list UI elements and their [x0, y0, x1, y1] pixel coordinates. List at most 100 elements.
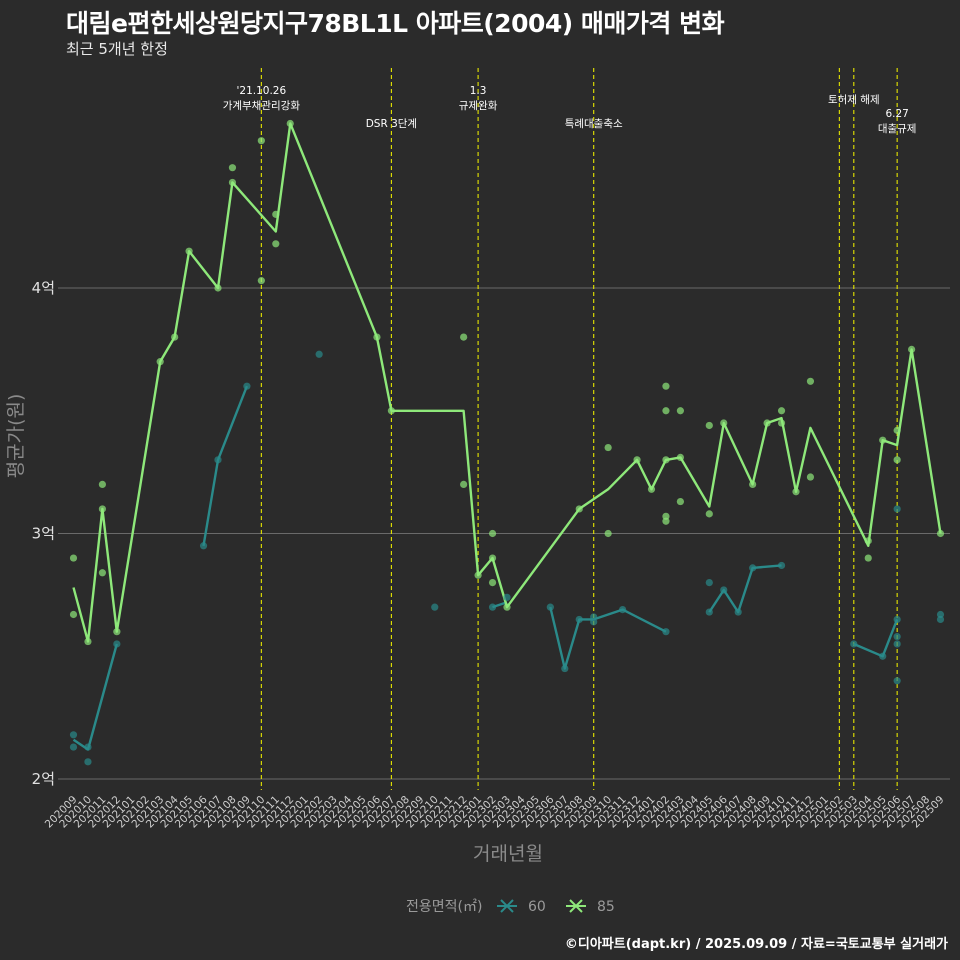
series-85-point — [373, 333, 381, 341]
x-axis-title: 거래년월 — [473, 843, 543, 865]
series-85-point — [488, 554, 497, 562]
series-85-point — [98, 480, 106, 488]
legend-label-60: 60 — [528, 899, 546, 915]
series-85-point — [474, 571, 482, 579]
series-85-point — [604, 529, 612, 538]
series-60-point — [893, 615, 901, 624]
series-85-point — [676, 453, 685, 461]
series-85-point — [705, 421, 713, 430]
series-points — [69, 119, 945, 766]
series-60-point — [113, 640, 121, 648]
series-60-point — [69, 743, 78, 751]
legend-label-85: 85 — [597, 899, 615, 915]
series-85-point — [662, 517, 670, 525]
event-label: 토허제 해제 — [828, 93, 880, 106]
series-85-point — [908, 345, 916, 353]
series-60-point — [315, 350, 323, 358]
series-85-point — [936, 529, 945, 538]
series-85-point — [893, 456, 901, 464]
series-60-point — [879, 652, 887, 660]
series-85-point — [864, 537, 872, 545]
series-60-point — [243, 382, 251, 390]
event-label: 규제완화 — [459, 99, 498, 112]
series-85-point — [749, 480, 757, 488]
series-85-point — [647, 485, 656, 493]
series-60-point — [546, 603, 554, 611]
series-85-point — [257, 137, 265, 145]
series-85-point — [460, 480, 468, 488]
series-60-point — [590, 618, 598, 626]
series-85-point — [893, 426, 901, 434]
legend-swatch-cross-icon — [500, 899, 514, 913]
series-60-point — [705, 608, 713, 616]
series-lines — [72, 122, 942, 751]
series-85-point — [879, 436, 887, 444]
series-85-point — [705, 510, 713, 518]
series-60-point — [561, 664, 569, 673]
event-label: 특례대출축소 — [565, 118, 623, 130]
series-60-point — [777, 561, 786, 570]
event-label: 1.3 — [470, 85, 487, 97]
y-axis-title: 평균가(원) — [5, 394, 27, 479]
event-lines — [260, 68, 898, 790]
series-85-point — [488, 529, 497, 538]
grid-layer — [58, 287, 950, 780]
series-60-point — [749, 564, 757, 572]
series-60-point — [720, 586, 728, 594]
series-85-point — [69, 610, 78, 619]
y-tick-label: 3억 — [32, 525, 55, 543]
series-60-point — [69, 731, 78, 739]
series-60-point — [214, 456, 222, 464]
series-85-point — [185, 247, 193, 255]
series-85-point — [676, 407, 685, 415]
series-60-point — [893, 505, 901, 513]
series-85-point — [156, 358, 164, 366]
series-85-point — [228, 178, 237, 187]
event-label: 대출규제 — [878, 123, 917, 135]
series-85-point — [98, 505, 106, 513]
series-85-point — [257, 277, 265, 285]
y-tick-label: 2억 — [32, 770, 55, 788]
series-60-point — [199, 542, 208, 550]
series-60-point — [84, 743, 92, 751]
series-85-point — [503, 603, 511, 611]
series-85-point — [806, 377, 815, 385]
event-label: 가계부채관리강화 — [223, 100, 301, 112]
series-85-point — [777, 407, 786, 415]
event-label: 6.27 — [885, 108, 908, 120]
series-85-point — [286, 119, 294, 128]
series-85-point — [720, 419, 728, 427]
series-85-point — [633, 456, 641, 464]
series-85-point — [864, 554, 872, 562]
series-60-point — [488, 603, 497, 611]
series-85-point — [272, 240, 280, 248]
series-60-point — [575, 615, 583, 624]
series-60-point — [936, 615, 945, 624]
series-85-point — [806, 473, 815, 481]
series-60-point — [734, 608, 742, 616]
series-85-point — [228, 164, 237, 172]
legend: 전용면적(㎡) 60 85 — [406, 899, 615, 915]
y-tick-label: 4억 — [32, 279, 55, 297]
series-85-point — [84, 637, 92, 646]
series-85-point — [214, 284, 222, 292]
series-85-point — [777, 419, 786, 427]
series-85-point — [662, 456, 670, 464]
x-axis-ticks: 2020092020102020112020122021012021022021… — [43, 793, 947, 830]
series-85-point — [662, 382, 670, 390]
series-85-point — [488, 579, 497, 587]
series-85-point — [604, 443, 612, 452]
series-60-line — [708, 564, 782, 614]
legend-title: 전용면적(㎡) — [406, 899, 482, 915]
series-85-point — [763, 419, 771, 427]
series-60-line — [202, 385, 249, 546]
series-85-point — [460, 333, 468, 341]
series-60-line — [72, 643, 118, 751]
series-60-point — [893, 677, 901, 685]
series-60-point — [893, 640, 901, 648]
event-label: '21.10.26 — [237, 85, 287, 97]
series-85-point — [69, 554, 78, 562]
series-85-point — [575, 505, 583, 513]
